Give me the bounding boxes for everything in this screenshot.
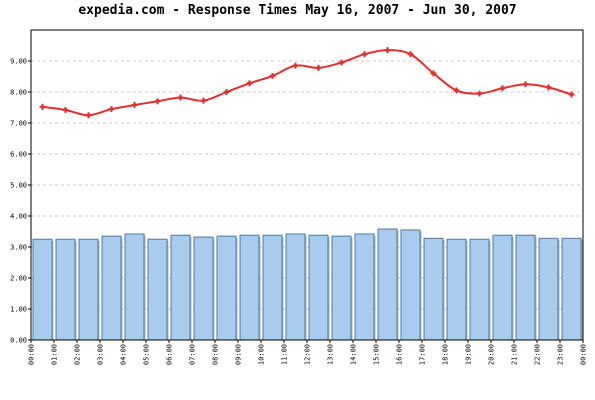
line-point	[200, 97, 207, 104]
y-tick-label: 2.00	[10, 275, 27, 283]
bar	[377, 228, 398, 341]
x-tick-label: 21:00	[511, 344, 519, 365]
line-point	[407, 51, 414, 58]
x-tick-label: 06:00	[166, 344, 174, 365]
x-tick-label: 07:00	[189, 344, 197, 365]
x-tick-label: 00:00	[580, 344, 588, 365]
x-tick-label: 08:00	[212, 344, 220, 365]
line-point	[476, 90, 483, 97]
x-tick-label: 10:00	[258, 344, 266, 365]
bar	[515, 234, 536, 341]
x-tick-label: 23:00	[557, 344, 565, 365]
grid-lines	[31, 60, 583, 310]
line-point	[85, 112, 92, 119]
chart-title: expedia.com - Response Times May 16, 200…	[78, 3, 517, 18]
series-line	[42, 49, 572, 117]
bar	[32, 238, 53, 341]
bar	[308, 234, 329, 341]
bar	[561, 237, 582, 341]
x-tick-label: 14:00	[350, 344, 358, 365]
bar	[239, 234, 260, 341]
bar	[124, 233, 145, 341]
y-tick-label: 9.00	[10, 58, 27, 66]
line-point	[453, 87, 460, 94]
bar	[538, 237, 559, 341]
bar	[469, 238, 490, 341]
y-tick-label: 6.00	[10, 151, 27, 159]
line-point	[269, 72, 276, 79]
line-point	[62, 106, 69, 113]
y-tick-label: 1.00	[10, 306, 27, 314]
line-point	[292, 62, 299, 69]
x-tick-label: 22:00	[534, 344, 542, 365]
x-tick-label: 17:00	[419, 344, 427, 365]
line-point	[430, 70, 437, 77]
line-series	[39, 47, 575, 119]
line-point	[177, 94, 184, 101]
y-tick-label: 7.00	[10, 120, 27, 128]
y-tick-label: 5.00	[10, 182, 27, 190]
bar	[101, 235, 122, 341]
x-tick-label: 09:00	[235, 344, 243, 365]
bar-series	[32, 228, 583, 341]
bar	[285, 233, 306, 341]
y-axis-ticks: 0.00 1.00 2.00 3.00 4.00 5.00 6.00 7.00 8.00 9.00	[10, 58, 31, 345]
x-tick-label: 15:00	[373, 344, 381, 365]
line-point	[499, 85, 506, 92]
line-point	[223, 89, 230, 95]
x-tick-label: 20:00	[488, 344, 496, 365]
line-point	[568, 91, 575, 98]
y-tick-label: 0.00	[10, 337, 27, 345]
x-tick-label: 05:00	[143, 344, 151, 365]
bar	[446, 238, 467, 341]
x-tick-label: 16:00	[396, 344, 404, 365]
bar	[78, 238, 99, 341]
x-tick-label: 01:00	[51, 344, 59, 365]
x-tick-label: 12:00	[304, 344, 312, 365]
line-point	[384, 47, 391, 54]
bar	[193, 236, 214, 341]
bar	[170, 234, 191, 341]
bar	[216, 235, 237, 341]
x-tick-label: 13:00	[327, 344, 335, 365]
line-point	[246, 80, 253, 87]
bar	[423, 237, 444, 341]
line-point	[131, 102, 138, 109]
bar	[354, 233, 375, 341]
line-point	[108, 106, 115, 113]
bar	[147, 238, 168, 341]
bar	[400, 229, 421, 341]
line-point	[361, 51, 368, 58]
line-point	[154, 98, 161, 105]
x-tick-label: 03:00	[97, 344, 105, 365]
bar	[262, 234, 283, 341]
y-tick-label: 3.00	[10, 244, 27, 252]
x-tick-label: 18:00	[442, 344, 450, 365]
x-tick-label: 19:00	[465, 344, 473, 365]
x-axis-ticks: 00:00 01:00 02:00 03:00 04:00 05:00 06:00 07:00…	[28, 340, 588, 365]
line-point	[545, 84, 552, 91]
line-point	[338, 59, 345, 66]
y-tick-label: 8.00	[10, 89, 27, 97]
bar	[331, 235, 352, 341]
y-tick-label: 4.00	[10, 213, 27, 221]
x-tick-label: 11:00	[281, 344, 289, 365]
line-point	[315, 64, 322, 71]
x-tick-label: 02:00	[74, 344, 82, 365]
bar	[55, 238, 76, 341]
bar	[492, 234, 513, 341]
line-point	[522, 81, 529, 88]
line-point	[39, 103, 46, 110]
x-tick-label: 04:00	[120, 344, 128, 365]
x-tick-label: 00:00	[28, 344, 36, 365]
